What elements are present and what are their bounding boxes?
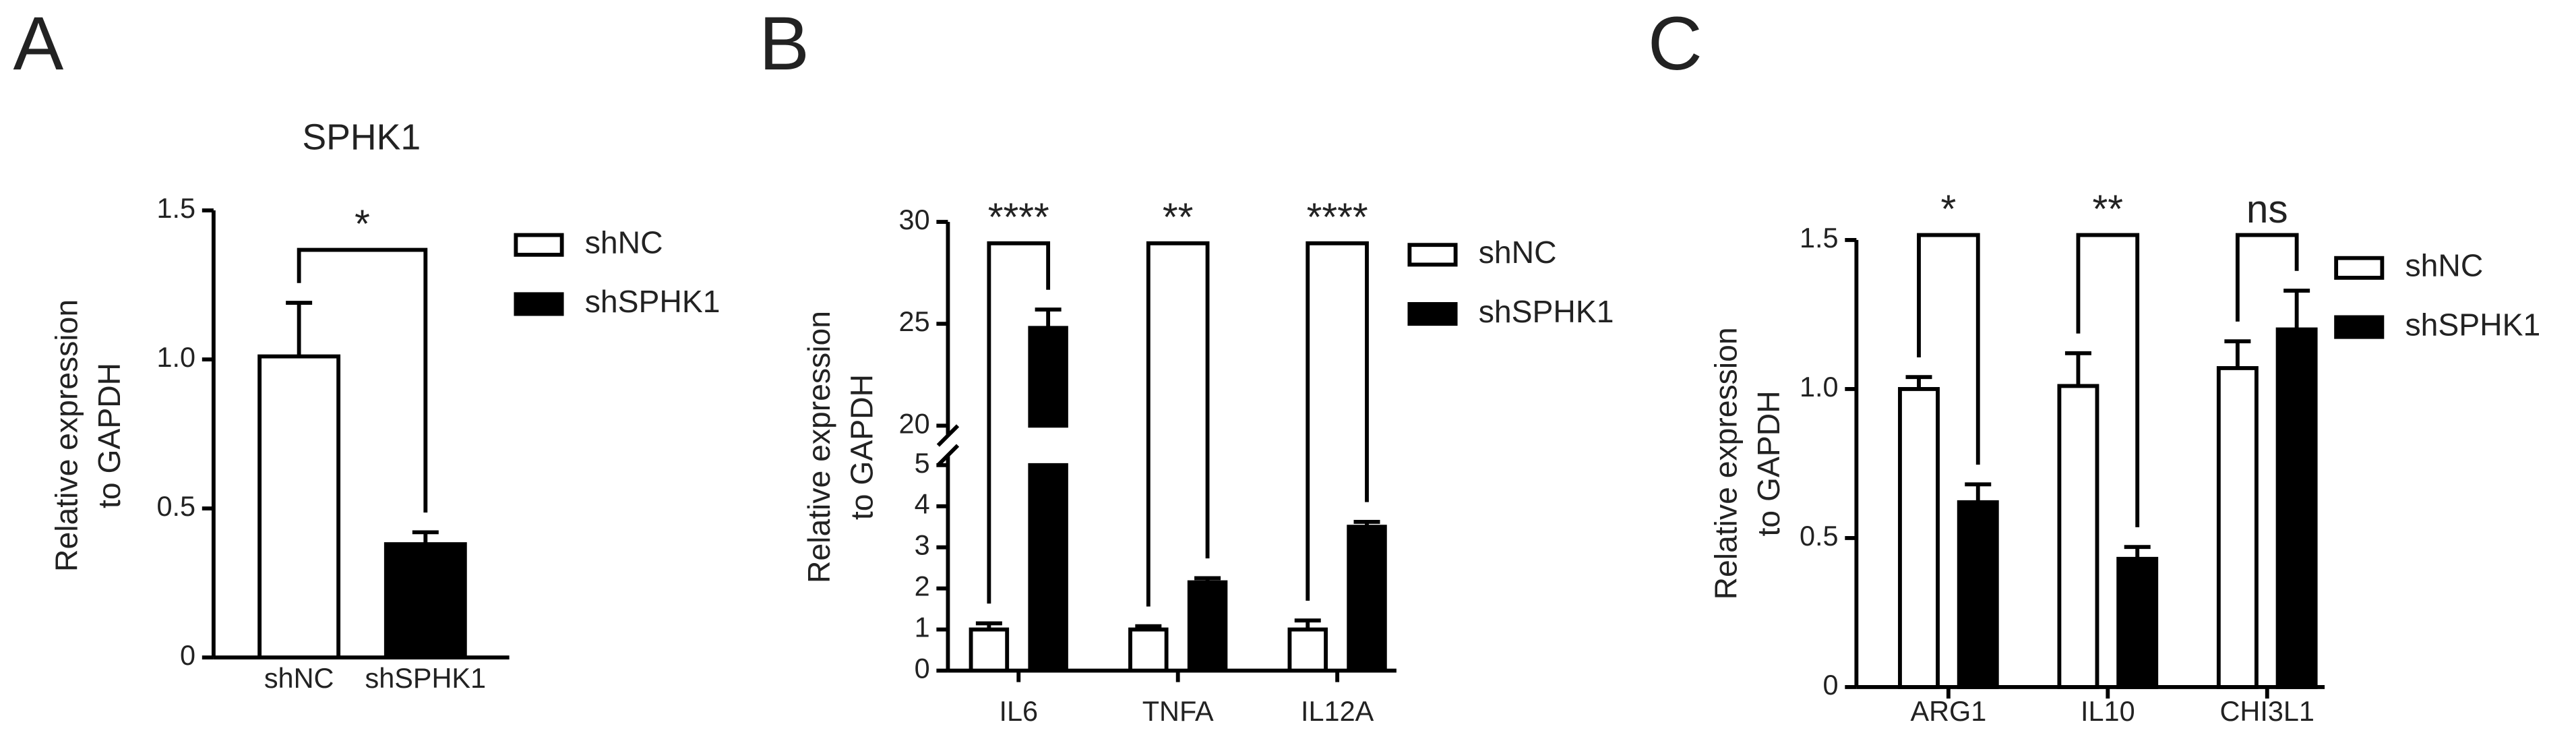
legend-label: shSPHK1 — [2405, 307, 2541, 342]
bar — [257, 354, 341, 659]
bar — [1957, 500, 1999, 689]
y-tick-label: 30 — [899, 204, 930, 235]
error-bar — [2224, 339, 2251, 368]
bar — [1187, 580, 1228, 673]
x-tick-label: IL10 — [2081, 695, 2135, 727]
bar — [2116, 556, 2159, 689]
error-bar — [1353, 519, 1380, 527]
error-bar — [2124, 545, 2151, 559]
y-tick-label: 25 — [899, 305, 930, 337]
x-tick-label: TNFA — [1142, 695, 1214, 727]
error-bar — [975, 621, 1002, 630]
bar — [1287, 627, 1328, 673]
legend-swatch — [514, 292, 564, 316]
bar — [2275, 327, 2318, 689]
significance-label: ** — [2093, 187, 2124, 231]
significance-bracket — [1146, 241, 1210, 607]
legend-label: shSPHK1 — [1479, 294, 1614, 329]
error-bar — [1965, 482, 1992, 502]
legend-label: shNC — [2405, 248, 2484, 283]
error-bar — [286, 301, 313, 357]
legend-swatch — [2334, 315, 2385, 339]
significance-bracket — [1917, 233, 1980, 465]
y-axis-label: Relative expression — [801, 311, 836, 583]
error-bar — [1135, 624, 1162, 630]
legend-label: shNC — [1479, 235, 1557, 270]
bar — [2216, 366, 2259, 689]
bar — [1898, 386, 1940, 689]
significance-bracket — [987, 241, 1051, 604]
significance-bracket — [2076, 233, 2140, 527]
y-tick-label: 1.0 — [156, 341, 195, 373]
significance-label: **** — [1307, 196, 1368, 239]
error-bar — [1194, 576, 1221, 583]
bar — [1028, 326, 1068, 673]
significance-bracket — [297, 247, 428, 513]
bar — [384, 542, 467, 659]
x-tick-label: CHI3L1 — [2220, 695, 2314, 727]
x-tick-label: ARG1 — [1910, 695, 1986, 727]
error-bar — [412, 530, 439, 545]
significance-bracket — [2235, 233, 2299, 322]
bar — [1128, 627, 1169, 673]
y-axis-label: to GAPDH — [1751, 390, 1786, 536]
y-axis-label: to GAPDH — [844, 374, 879, 520]
y-tick-label: 1.5 — [156, 192, 195, 224]
bar — [1347, 525, 1387, 673]
y-tick-label: 0 — [1823, 669, 1839, 701]
error-bar — [2064, 351, 2091, 386]
legend-swatch — [1407, 302, 1458, 326]
y-tick-label: 0 — [915, 652, 930, 684]
significance-label: ns — [2246, 187, 2288, 231]
x-tick-label: IL6 — [999, 695, 1038, 727]
x-tick-label: shNC — [264, 662, 334, 694]
error-bar — [2283, 289, 2310, 330]
y-tick-label: 1 — [915, 612, 930, 643]
y-tick-label: 1.5 — [1800, 222, 1839, 254]
y-tick-label: 1.0 — [1800, 371, 1839, 403]
bar — [969, 627, 1010, 673]
legend-swatch — [1407, 243, 1458, 267]
significance-label: **** — [988, 196, 1049, 239]
error-bar — [1905, 375, 1932, 389]
panel-label: B — [759, 1, 809, 86]
y-tick-label: 5 — [915, 447, 930, 479]
y-axis-label: to GAPDH — [92, 363, 127, 508]
y-tick-label: 0.5 — [156, 490, 195, 522]
bar — [2057, 384, 2099, 689]
significance-label: * — [1940, 187, 1956, 231]
y-tick-label: 2 — [915, 570, 930, 602]
legend-swatch — [2334, 256, 2385, 280]
error-bar — [1035, 307, 1062, 328]
legend-swatch — [514, 233, 564, 257]
y-axis-label: Relative expression — [1708, 327, 1743, 599]
panel-label: C — [1648, 1, 1703, 86]
panel-label: A — [13, 1, 64, 86]
y-tick-label: 0 — [180, 639, 195, 671]
significance-bracket — [1306, 241, 1369, 601]
x-tick-label: shSPHK1 — [365, 662, 487, 694]
axis-break — [936, 444, 960, 467]
y-tick-label: 20 — [899, 407, 930, 439]
error-bar — [1294, 618, 1321, 630]
y-tick-label: 0.5 — [1800, 520, 1839, 552]
y-tick-label: 4 — [915, 488, 930, 520]
axis-break — [936, 424, 960, 447]
significance-label: ** — [1163, 196, 1194, 239]
y-axis-label: Relative expression — [49, 299, 84, 572]
chart-title: SPHK1 — [302, 117, 421, 157]
legend-label: shSPHK1 — [585, 284, 720, 319]
significance-label: * — [355, 202, 370, 246]
legend-label: shNC — [585, 225, 663, 260]
x-tick-label: IL12A — [1301, 695, 1374, 727]
y-tick-label: 3 — [915, 529, 930, 561]
